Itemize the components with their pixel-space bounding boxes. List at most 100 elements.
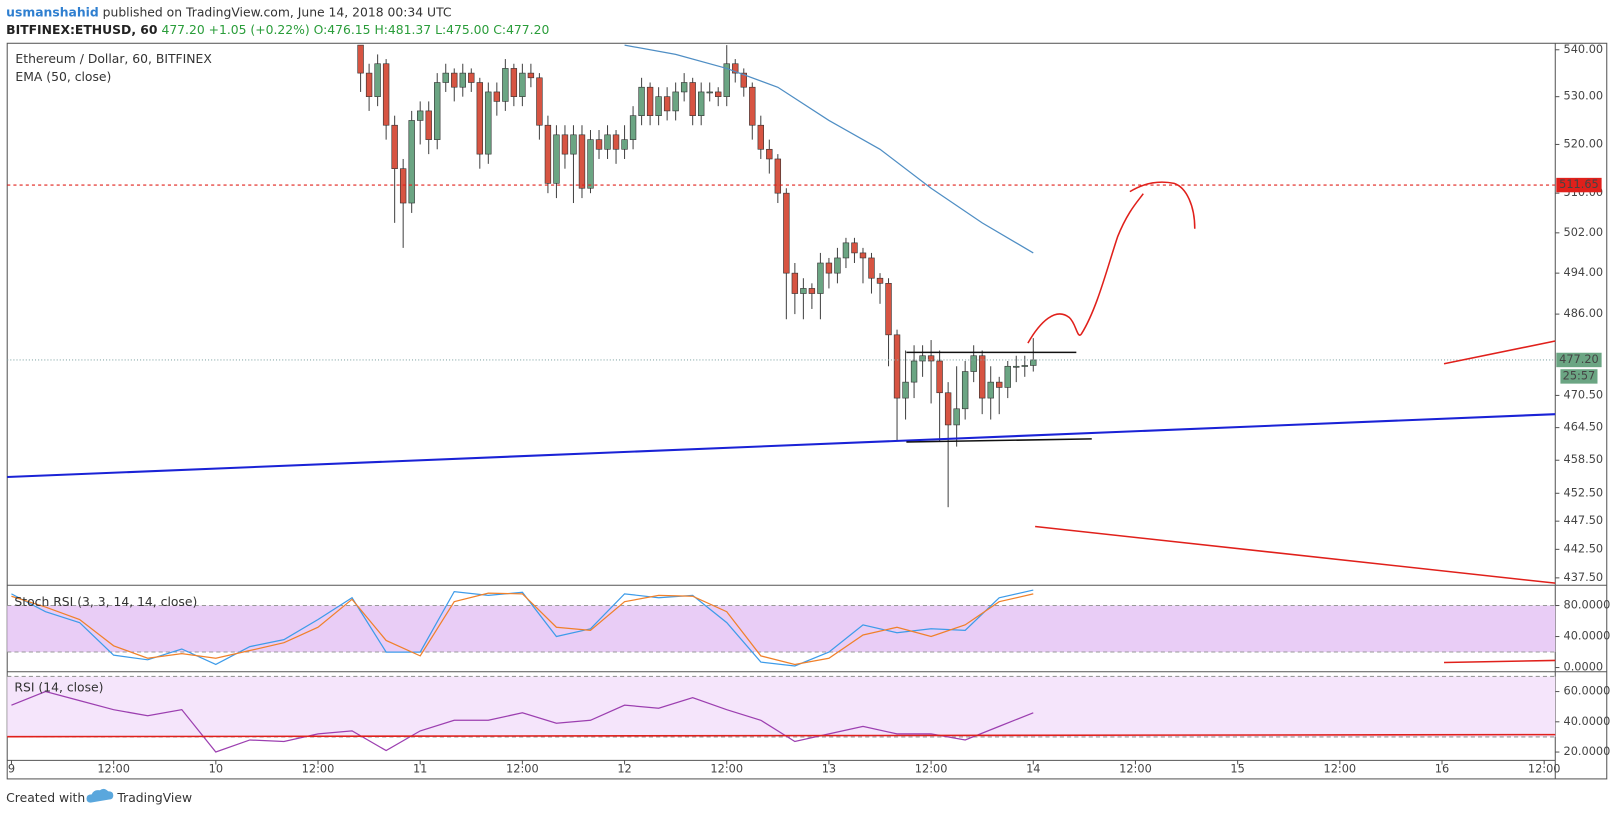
y-tick-label: 80.0000 — [1564, 598, 1611, 612]
x-tick-label: 13 — [822, 762, 836, 776]
candle-body — [621, 139, 628, 150]
candle-body — [587, 139, 594, 189]
published: published on TradingView.com, June 14, 2… — [103, 5, 452, 19]
panel-title: RSI (14, close) — [14, 681, 103, 695]
logo — [86, 788, 114, 803]
candle-body — [783, 192, 790, 274]
candle-body — [927, 355, 935, 362]
candle-body — [868, 257, 875, 279]
price-label-bg — [1556, 177, 1602, 193]
candle-body — [519, 72, 526, 97]
candle-body — [791, 272, 799, 294]
candle-body — [706, 91, 713, 94]
candle-body — [987, 381, 994, 399]
candle-body — [1013, 365, 1020, 368]
series-line — [624, 44, 1034, 254]
x-tick-label: 12:00 — [302, 762, 335, 776]
candle-body — [817, 262, 824, 294]
band — [7, 605, 1556, 653]
y-tick-label: 40.0000 — [1564, 714, 1611, 728]
candle-body — [629, 115, 637, 140]
quote: 477.20 +1.05 (+0.22%) O:476.15 H:481.37 … — [161, 22, 549, 36]
y-tick-label: 464.50 — [1564, 420, 1604, 434]
x-tick-label: 12:00 — [915, 762, 948, 776]
author: usmanshahid — [6, 5, 99, 19]
candle-body — [740, 72, 747, 88]
y-tick-label: 470.50 — [1564, 387, 1604, 401]
candle-body — [689, 82, 696, 116]
countdown: 25:57 — [1563, 368, 1596, 382]
candle-body — [374, 63, 381, 97]
header-line: usmanshahid published on TradingView.com… — [6, 5, 451, 19]
candle-body — [646, 86, 654, 116]
candle-body — [842, 242, 850, 259]
labels: 9 12:00 10 12:00 11 12:00 12 12:00 13 12:00 14 12:0… — [8, 42, 1610, 776]
drawings — [7, 181, 1556, 738]
y-tick-label: 452.50 — [1564, 485, 1604, 499]
y-tick-label: 530.00 — [1564, 89, 1604, 103]
panel-title: Stoch RSI (3, 3, 14, 14, close) — [14, 595, 197, 609]
candle-body — [808, 288, 816, 294]
candle-body — [638, 86, 645, 116]
quote-line: BITFINEX:ETHUSD, 60 477.20 +1.05 (+0.22%… — [6, 22, 549, 36]
price-label-bg — [1556, 352, 1602, 368]
candle-body — [442, 72, 449, 83]
candle-body — [715, 91, 722, 97]
x-tick-label: 14 — [1026, 762, 1040, 776]
x-tick-label: 9 — [8, 762, 15, 776]
trendline — [7, 413, 1556, 479]
candle-body — [493, 91, 501, 102]
candle-body — [655, 96, 662, 116]
candle-body — [451, 72, 458, 88]
y-tick-label: 442.50 — [1564, 541, 1604, 555]
candle-body — [417, 110, 424, 121]
y-tick-label: 60.0000 — [1564, 684, 1611, 698]
candle-body — [425, 110, 432, 140]
candle-body — [825, 262, 833, 274]
series-line — [11, 690, 1034, 753]
candle-body — [970, 355, 977, 372]
x-tick-label: 12:00 — [710, 762, 743, 776]
candle-body — [936, 360, 943, 394]
chart-title: Ethereum / Dollar, 60, BITFINEX — [15, 52, 212, 66]
y-tick-label: 447.50 — [1564, 513, 1604, 527]
candle-body — [902, 381, 909, 399]
symbol: BITFINEX:ETHUSD, 60 — [6, 22, 158, 36]
candle-body — [680, 82, 688, 93]
candle-body — [834, 257, 841, 274]
candle-body — [672, 91, 679, 112]
candle-body — [476, 82, 483, 155]
candle-body — [510, 68, 518, 97]
price-label: 511.65 — [1559, 177, 1599, 191]
candle-body — [732, 63, 739, 74]
band — [7, 676, 1556, 737]
candle-body — [391, 124, 398, 170]
candle-body — [953, 408, 960, 426]
x-tick-label: 10 — [209, 762, 223, 776]
y-tick-label: 40.0000 — [1564, 629, 1611, 643]
candle-body — [485, 91, 492, 155]
series-line — [11, 589, 1034, 667]
candle-body — [663, 96, 671, 112]
drawn-line — [7, 733, 1556, 738]
candle-body — [859, 252, 867, 259]
price-label: 477.20 — [1559, 352, 1599, 366]
candle-body — [468, 72, 475, 83]
candle-body — [578, 134, 586, 189]
x-tick-label: 15 — [1230, 762, 1244, 776]
candle-body — [876, 277, 884, 284]
candle-body — [595, 139, 603, 150]
candle-body — [723, 63, 730, 97]
candle-body — [757, 124, 764, 150]
candle-body — [553, 134, 560, 184]
legend-entry: EMA (50, close) — [15, 70, 111, 84]
candle-body — [544, 124, 552, 184]
plots — [7, 44, 1556, 753]
candle-body — [502, 68, 509, 102]
y-tick-label: 520.00 — [1564, 136, 1604, 150]
candle-body — [851, 242, 858, 254]
candle-body — [800, 288, 807, 294]
candle-body — [527, 72, 535, 79]
support-line — [906, 438, 1092, 443]
